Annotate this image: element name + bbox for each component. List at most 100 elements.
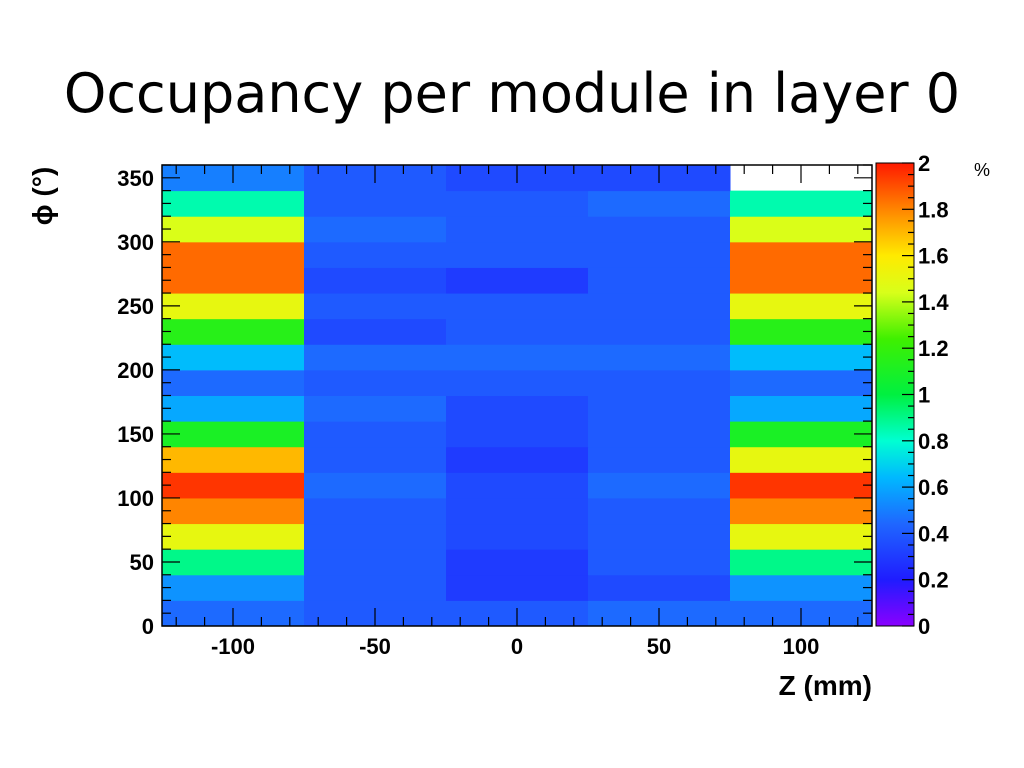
heatmap-cell — [446, 344, 589, 371]
heatmap-cell — [304, 395, 447, 422]
heatmap-cell — [304, 523, 447, 550]
colorbar-tick-label: 0 — [918, 614, 930, 639]
colorbar-tick-label: 1 — [918, 383, 930, 408]
heatmap-cell — [446, 446, 589, 473]
colorbar-tick-label: 0.6 — [918, 475, 949, 500]
heatmap-cell — [730, 190, 873, 217]
heatmap-cell — [304, 549, 447, 576]
heatmap-cell — [446, 293, 589, 320]
heatmap-cell — [162, 216, 305, 243]
x-axis-label: Z (mm) — [779, 670, 872, 701]
heatmap-cell — [162, 344, 305, 371]
colorbar-tick-label: 1.4 — [918, 290, 949, 315]
heatmap-cell — [588, 318, 731, 345]
y-tick-label: 50 — [130, 550, 154, 575]
heatmap-cell — [588, 574, 731, 601]
x-tick-label: 100 — [783, 634, 820, 659]
heatmap-cell — [162, 497, 305, 525]
heatmap-cell — [304, 318, 447, 345]
heatmap-cell — [304, 472, 447, 499]
heatmap-cell — [730, 472, 873, 499]
heatmap-cell — [304, 446, 447, 473]
y-tick-label: 100 — [117, 486, 154, 511]
heatmap-cell — [588, 421, 731, 448]
heatmap-cell — [446, 574, 589, 601]
x-tick-label: 50 — [647, 634, 671, 659]
heatmap-cell — [588, 293, 731, 320]
heatmap-cell — [162, 190, 305, 217]
heatmap-cell — [304, 344, 447, 371]
colorbar-tick-label: 2 — [918, 151, 930, 176]
heatmap-cell — [304, 497, 447, 525]
heatmap-cell — [588, 549, 731, 576]
heatmap-cell — [730, 344, 873, 371]
heatmap-cell — [162, 446, 305, 473]
colorbar-tick-label: 0.8 — [918, 429, 949, 454]
heatmap-cell — [730, 421, 873, 448]
heatmap-cell — [588, 446, 731, 473]
heatmap-cell — [446, 190, 589, 217]
heatmap-cell — [588, 344, 731, 371]
heatmap-cell — [730, 369, 873, 396]
heatmap-cell — [588, 267, 731, 294]
heatmap-cell — [162, 241, 305, 268]
heatmap-cell — [304, 267, 447, 294]
heatmap-cell — [162, 472, 305, 499]
heatmap-cell — [730, 549, 873, 576]
y-tick-label: 150 — [117, 422, 154, 447]
heatmap-cell — [446, 318, 589, 345]
x-tick-label: 0 — [511, 634, 523, 659]
colorbar-unit: % — [974, 160, 990, 180]
heatmap-cells — [162, 165, 873, 627]
heatmap-cell — [162, 369, 305, 396]
y-tick-label: 250 — [117, 294, 154, 319]
heatmap-cell — [730, 395, 873, 422]
colorbar-tick-label: 0.2 — [918, 568, 949, 593]
heatmap-cell — [730, 446, 873, 473]
heatmap-cell — [730, 318, 873, 345]
heatmap-cell — [162, 293, 305, 320]
plot-axes: -100 -50 0 50 100 0 50 100 150 200 250 300 350 — [117, 164, 872, 659]
heatmap-cell — [446, 267, 589, 294]
heatmap-cell — [446, 549, 589, 576]
heatmap-cell — [730, 241, 873, 268]
heatmap-cell — [304, 241, 447, 268]
heatmap-cell — [588, 395, 731, 422]
colorbar-tick-label: 0.4 — [918, 521, 949, 546]
heatmap-cell — [588, 497, 731, 525]
heatmap-cell — [730, 293, 873, 320]
y-tick-label: 0 — [142, 614, 154, 639]
heatmap-cell — [588, 369, 731, 396]
heatmap-cell — [446, 523, 589, 550]
colorbar-tick-label: 1.8 — [918, 197, 949, 222]
slide-title: Occupancy per module in layer 0 — [63, 62, 961, 125]
heatmap-cell — [162, 395, 305, 422]
y-axis-label: ϕ (°) — [27, 167, 58, 226]
heatmap-cell — [304, 293, 447, 320]
heatmap-cell — [304, 369, 447, 396]
heatmap-cell — [446, 421, 589, 448]
heatmap-cell — [304, 421, 447, 448]
heatmap-cell — [446, 216, 589, 243]
heatmap-cell — [730, 267, 873, 294]
heatmap-cell — [162, 523, 305, 550]
heatmap-cell — [446, 395, 589, 422]
heatmap-cell — [446, 497, 589, 525]
heatmap-cell — [446, 369, 589, 396]
colorbar-tick-label: 1.6 — [918, 244, 949, 269]
heatmap-cell — [730, 497, 873, 525]
heatmap-cell — [730, 574, 873, 601]
heatmap-cell — [162, 549, 305, 576]
heatmap-cell — [588, 190, 731, 217]
heatmap-cell — [304, 216, 447, 243]
heatmap-cell — [304, 190, 447, 217]
y-tick-label: 350 — [117, 166, 154, 191]
heatmap-cell — [588, 216, 731, 243]
heatmap-cell — [446, 472, 589, 499]
heatmap-cell — [730, 216, 873, 243]
heatmap-cell — [730, 523, 873, 550]
heatmap-cell — [162, 267, 305, 294]
heatmap-cell — [588, 472, 731, 499]
y-tick-label: 300 — [117, 230, 154, 255]
